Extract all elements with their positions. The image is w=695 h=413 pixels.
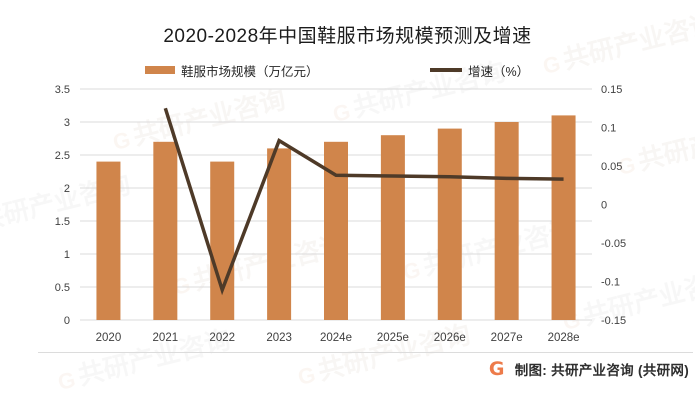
legend-label-growth: 增速（%） bbox=[468, 64, 530, 79]
x-axis-label-2025e: 2025e bbox=[377, 332, 409, 344]
growth-line bbox=[163, 107, 564, 296]
bar-2020 bbox=[96, 161, 121, 320]
x-axis-label-2020: 2020 bbox=[96, 332, 122, 344]
footer-credit: 制图: 共研产业咨询 (共研网) bbox=[514, 363, 689, 378]
y-axis-left-tick-label: 1.5 bbox=[55, 216, 70, 228]
y-axis-left-tick-label: 0.5 bbox=[55, 282, 70, 294]
y-axis-left-tick-label: 0 bbox=[64, 315, 70, 327]
y-axis-left-tick-label: 3.5 bbox=[55, 84, 70, 96]
y-axis-right-tick-label: 0.05 bbox=[601, 161, 622, 173]
bar-2022 bbox=[210, 161, 235, 320]
x-axis-label-2022: 2022 bbox=[209, 332, 235, 344]
footer-separator bbox=[38, 352, 693, 353]
bar-2027e bbox=[494, 122, 519, 320]
x-axis-label-2027e: 2027e bbox=[491, 332, 523, 344]
y-axis-right-tick-label: 0 bbox=[601, 200, 607, 212]
bar-2023 bbox=[267, 148, 292, 320]
y-axis-right-tick-label: 0.1 bbox=[601, 123, 616, 135]
chart-legend: 鞋服市场规模（万亿元） 增速（%） bbox=[0, 61, 695, 79]
x-axis-label-2028e: 2028e bbox=[548, 332, 580, 344]
footer: G 制图: 共研产业咨询 (共研网) bbox=[487, 359, 689, 379]
x-axis-label-2024e: 2024e bbox=[320, 332, 352, 344]
y-axis-right-tick-label: -0.15 bbox=[601, 315, 626, 327]
y-axis-left-tick-label: 2.5 bbox=[55, 150, 70, 162]
y-axis-right-tick-label: -0.1 bbox=[601, 277, 620, 289]
gongyan-logo-icon: G bbox=[488, 358, 505, 380]
legend-label-market-size: 鞋服市场规模（万亿元） bbox=[181, 64, 319, 79]
bar-2028e bbox=[551, 115, 576, 321]
x-axis-label-2021: 2021 bbox=[153, 332, 179, 344]
y-axis-right-tick-label: -0.05 bbox=[601, 238, 626, 250]
x-axis-label-2026e: 2026e bbox=[434, 332, 466, 344]
x-axis-label-2023: 2023 bbox=[266, 332, 292, 344]
bar-series-swatch-icon bbox=[145, 66, 175, 74]
y-axis-left-tick-label: 2 bbox=[64, 183, 70, 195]
y-axis-left-tick-label: 1 bbox=[64, 249, 70, 261]
line-series-swatch-icon bbox=[430, 68, 462, 72]
y-axis-left-tick-label: 3 bbox=[64, 117, 70, 129]
bar-2025e bbox=[380, 135, 405, 320]
chart-title: 2020-2028年中国鞋服市场规模预测及增速 bbox=[163, 26, 532, 47]
bar-2026e bbox=[437, 128, 462, 320]
y-axis-right-tick-label: 0.15 bbox=[601, 84, 622, 96]
legend-item-growth: 增速（%） bbox=[430, 61, 529, 79]
legend-item-market-size: 鞋服市场规模（万亿元） bbox=[145, 61, 319, 79]
bar-2021 bbox=[153, 141, 178, 320]
